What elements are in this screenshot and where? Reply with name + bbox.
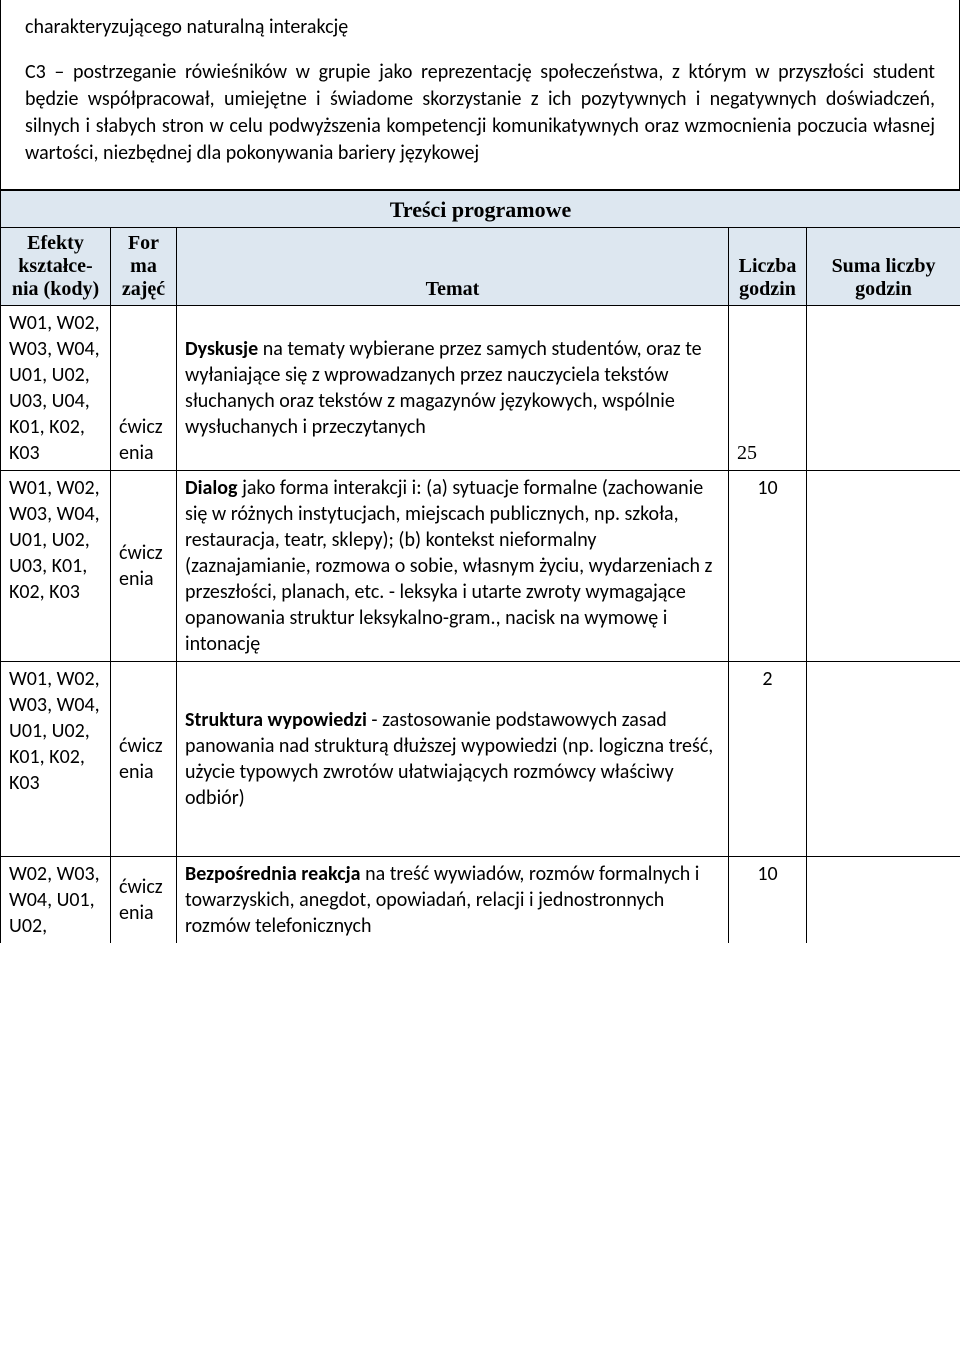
hdr-efekty: Efekty kształce-nia (kody) <box>1 228 111 306</box>
cell-forma: ćwicz enia <box>111 857 177 944</box>
table-row: W01, W02, W03, W04, U01, U02, U03, K01, … <box>1 471 960 662</box>
cell-efekty: W01, W02, W03, W04, U01, U02, U03, K01, … <box>1 471 111 662</box>
cell-liczba: 25 <box>729 306 807 471</box>
table-header-row: Efekty kształce-nia (kody) For ma zajęć … <box>1 228 960 306</box>
temat-bold: Dialog <box>185 476 238 500</box>
program-table: Treści programowe Efekty kształce-nia (k… <box>0 190 960 943</box>
temat-bold: Struktura wypowiedzi <box>185 708 367 732</box>
cell-efekty: W01, W02, W03, W04, U01, U02, K01, K02, … <box>1 662 111 857</box>
cell-liczba: 10 <box>729 857 807 944</box>
table-title-row: Treści programowe <box>1 191 960 228</box>
table-row: W02, W03, W04, U01, U02, ćwicz enia Bezp… <box>1 857 960 944</box>
cell-temat: Struktura wypowiedzi - zastosowanie pods… <box>177 662 729 857</box>
temat-bold: Bezpośrednia reakcja <box>185 862 361 886</box>
cell-forma: ćwicz enia <box>111 662 177 857</box>
hdr-temat: Temat <box>177 228 729 306</box>
temat-bold: Dyskusje <box>185 337 258 361</box>
table-row: W01, W02, W03, W04, U01, U02, U03, U04, … <box>1 306 960 471</box>
intro-text-box: charakteryzującego naturalną interakcję … <box>0 0 960 190</box>
hdr-liczba: Liczba godzin <box>729 228 807 306</box>
cell-forma: ćwicz enia <box>111 471 177 662</box>
cell-forma: ćwicz enia <box>111 306 177 471</box>
cell-temat: Bezpośrednia reakcja na treść wywiadów, … <box>177 857 729 944</box>
cell-liczba: 10 <box>729 471 807 662</box>
cell-suma <box>807 471 960 662</box>
hdr-forma: For ma zajęć <box>111 228 177 306</box>
cell-suma <box>807 306 960 471</box>
intro-p1: charakteryzującego naturalną interakcję <box>25 14 935 41</box>
cell-suma <box>807 857 960 944</box>
table-title: Treści programowe <box>1 191 960 228</box>
cell-liczba: 2 <box>729 662 807 857</box>
hdr-suma: Suma liczby godzin <box>807 228 960 306</box>
temat-rest: jako forma interakcji i: (a) sytuacje fo… <box>185 476 712 656</box>
cell-temat: Dialog jako forma interakcji i: (a) sytu… <box>177 471 729 662</box>
cell-efekty: W01, W02, W03, W04, U01, U02, U03, U04, … <box>1 306 111 471</box>
cell-temat: Dyskusje na tematy wybierane przez samyc… <box>177 306 729 471</box>
intro-p2: C3 – postrzeganie rówieśników w grupie j… <box>25 59 935 167</box>
table-row: W01, W02, W03, W04, U01, U02, K01, K02, … <box>1 662 960 857</box>
cell-suma <box>807 662 960 857</box>
temat-rest: na tematy wybierane przez samych student… <box>185 337 702 439</box>
cell-efekty: W02, W03, W04, U01, U02, <box>1 857 111 944</box>
